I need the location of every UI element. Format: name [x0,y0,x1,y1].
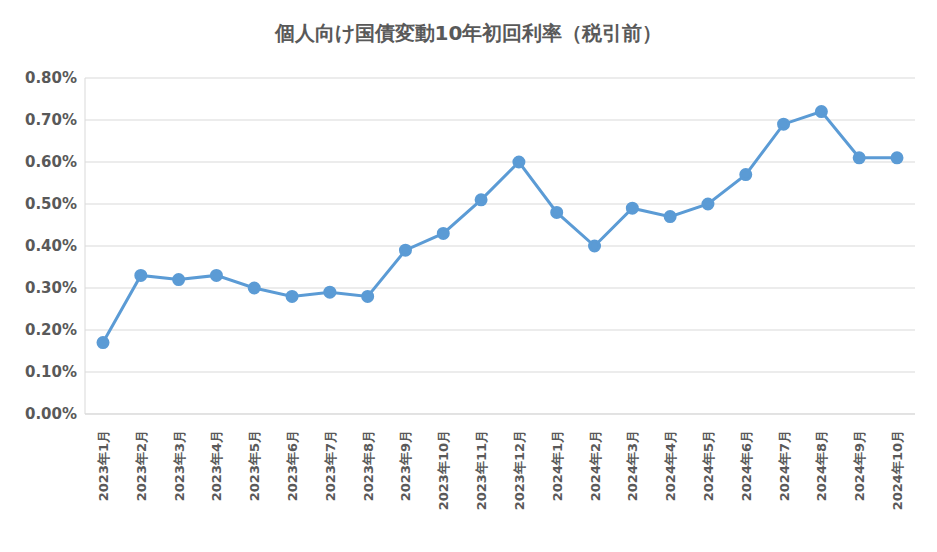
svg-text:0.30%: 0.30% [25,279,77,297]
svg-text:2023年8月: 2023年8月 [361,430,376,501]
svg-text:0.70%: 0.70% [25,111,77,129]
svg-text:0.80%: 0.80% [25,69,77,87]
svg-text:0.10%: 0.10% [25,363,77,381]
svg-text:2024年7月: 2024年7月 [777,430,792,501]
svg-text:2024年10月: 2024年10月 [890,430,905,510]
svg-text:2024年8月: 2024年8月 [814,430,829,501]
svg-text:2024年3月: 2024年3月 [625,430,640,501]
svg-text:2023年12月: 2023年12月 [512,430,527,510]
svg-text:2023年6月: 2023年6月 [285,430,300,501]
svg-text:2024年9月: 2024年9月 [852,430,867,501]
svg-text:2024年6月: 2024年6月 [739,430,754,501]
svg-text:0.40%: 0.40% [25,237,77,255]
svg-text:2023年1月: 2023年1月 [96,430,111,501]
svg-text:0.50%: 0.50% [25,195,77,213]
svg-text:2023年11月: 2023年11月 [474,430,489,510]
html-text:個人向け国債変動10年初回利率（税引前）: 個人向け国債変動10年初回利率（税引前） [274,21,663,45]
svg-text:2023年7月: 2023年7月 [323,430,338,501]
svg-text:0.00%: 0.00% [25,405,77,423]
svg-text:2023年5月: 2023年5月 [247,430,262,501]
svg-text:2024年2月: 2024年2月 [588,430,603,501]
svg-text:2023年3月: 2023年3月 [172,430,187,501]
svg-text:2023年9月: 2023年9月 [398,430,413,501]
svg-text:2023年2月: 2023年2月 [134,430,149,501]
svg-text:2024年4月: 2024年4月 [663,430,678,501]
svg-text:0.20%: 0.20% [25,321,77,339]
svg-text:2024年1月: 2024年1月 [550,430,565,501]
svg-text:2023年10月: 2023年10月 [436,430,451,510]
svg-text:2024年5月: 2024年5月 [701,430,716,501]
svg-text:2023年4月: 2023年4月 [209,430,224,501]
svg-text:0.60%: 0.60% [25,153,77,171]
